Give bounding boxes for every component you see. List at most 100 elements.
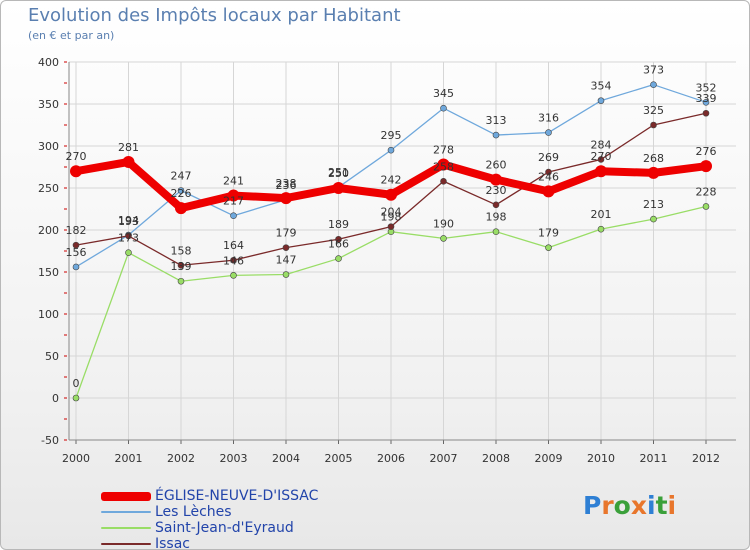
data-point: [597, 97, 605, 104]
data-label: 236: [276, 179, 297, 192]
legend-swatch: [101, 527, 151, 529]
data-point: [702, 109, 710, 117]
x-tick-label: 2005: [325, 452, 353, 465]
x-tick-label: 2003: [220, 452, 248, 465]
data-label: 247: [171, 170, 192, 183]
data-point: [440, 177, 447, 185]
data-label: 179: [538, 227, 559, 240]
data-point: [597, 156, 605, 163]
legend-label: ÉGLISE-NEUVE-D'ISSAC: [155, 488, 319, 504]
data-label: 166: [328, 238, 349, 251]
data-label: 198: [381, 211, 402, 224]
data-label: 193: [118, 215, 139, 228]
data-point: [72, 263, 80, 271]
logo-letter: t: [655, 491, 668, 520]
data-labels: 270 281 226 241 238 250 242 278 260 246 270 268 276 1…: [66, 64, 717, 390]
data-label: 213: [643, 198, 664, 211]
logo-letter: i: [667, 491, 677, 520]
data-point: [230, 256, 237, 264]
data-label: 278: [433, 143, 454, 156]
y-tick-label: 200: [38, 224, 59, 237]
data-label: 198: [486, 211, 507, 224]
data-point: [650, 215, 657, 223]
data-point: [125, 249, 132, 256]
x-tick-label: 2007: [430, 452, 458, 465]
data-label: 260: [486, 159, 507, 172]
data-label: 139: [171, 260, 192, 273]
data-label: 250: [328, 167, 349, 180]
data-label: 339: [696, 92, 717, 105]
y-tick-label: 250: [38, 182, 59, 195]
proxiti-logo: Proxiti: [583, 491, 676, 520]
data-label: 173: [118, 232, 139, 245]
axes: -50 0 50 100 150 200 250 300 350 400 2000 2001 2002 2…: [38, 56, 736, 465]
data-point: [335, 235, 342, 243]
data-point: [647, 166, 660, 179]
y-tick-label: 100: [38, 308, 59, 321]
data-label: 270: [591, 150, 612, 163]
data-point: [72, 394, 80, 402]
logo-letter: o: [613, 491, 631, 520]
logo-letter: i: [647, 491, 656, 520]
data-label: 352: [696, 81, 717, 94]
data-point: [332, 182, 345, 194]
data-point: [492, 201, 500, 209]
chart-title: Evolution des Impôts locaux par Habitant: [28, 5, 401, 26]
data-label: 146: [223, 254, 244, 267]
data-point: [387, 146, 395, 154]
data-label: 190: [433, 217, 454, 230]
legend-item: Saint-Jean-d'Eyraud: [101, 520, 294, 536]
data-point: [230, 272, 237, 279]
data-label: 238: [276, 177, 297, 190]
x-tick-label: 2001: [115, 452, 143, 465]
data-label: 182: [66, 224, 87, 237]
data-label: 268: [643, 152, 664, 165]
series-lines: [70, 81, 712, 402]
data-point: [545, 244, 552, 251]
data-label: 241: [223, 175, 244, 188]
y-tick-label: -50: [41, 434, 59, 447]
data-label: 316: [538, 112, 559, 125]
data-point: [387, 223, 395, 230]
legend-label: Les Lèches: [155, 504, 232, 520]
data-label: 189: [328, 218, 349, 231]
x-tick-label: 2000: [62, 452, 90, 465]
data-label: 217: [223, 195, 244, 208]
data-point: [122, 155, 135, 168]
data-point: [650, 121, 657, 129]
logo-letter: x: [630, 491, 647, 520]
data-label: 194: [118, 214, 139, 227]
data-point: [227, 189, 240, 202]
data-label: 313: [486, 114, 507, 127]
x-tick-label: 2009: [535, 452, 563, 465]
x-tick-label: 2010: [587, 452, 615, 465]
data-point: [650, 81, 657, 88]
legend-swatch: [101, 543, 151, 545]
data-point: [282, 244, 290, 251]
data-label: 345: [433, 87, 454, 100]
grid: [69, 61, 736, 441]
data-label: 147: [276, 254, 297, 267]
data-point: [490, 173, 502, 186]
data-label: 269: [538, 151, 559, 164]
data-point: [385, 188, 397, 201]
data-point: [72, 241, 80, 249]
legend-label: Issac: [155, 536, 190, 550]
chart-subtitle: (en € et par an): [28, 29, 115, 42]
data-point: [545, 168, 552, 176]
y-tick-label: 350: [38, 98, 59, 111]
x-tick-label: 2002: [167, 452, 195, 465]
data-label: 284: [591, 138, 612, 151]
x-tick-label: 2006: [377, 452, 405, 465]
data-label: 276: [696, 145, 717, 158]
y-tick-label: 300: [38, 140, 59, 153]
data-label: 164: [223, 239, 244, 252]
legend-label: Saint-Jean-d'Eyraud: [155, 520, 294, 536]
data-point: [702, 203, 710, 210]
data-label: 228: [696, 185, 717, 198]
x-tick-label: 2004: [272, 452, 300, 465]
data-label: 179: [276, 227, 297, 240]
data-point: [230, 212, 237, 220]
data-point: [597, 225, 605, 233]
